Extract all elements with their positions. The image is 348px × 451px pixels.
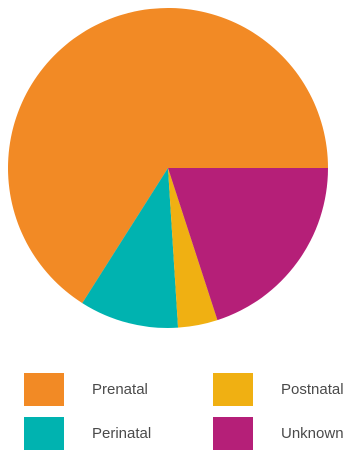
pie-slice-prenatal — [7, 7, 328, 304]
pie-slice-postnatal — [168, 168, 218, 328]
legend-item-postnatal: Postnatal — [213, 373, 344, 406]
legend-item-prenatal: Prenatal — [24, 373, 148, 406]
legend-swatch-prenatal — [24, 373, 64, 406]
legend-swatch-perinatal — [24, 417, 64, 450]
legend-swatch-unknown — [213, 417, 253, 450]
legend-label-prenatal: Prenatal — [92, 381, 148, 398]
legend-label-unknown: Unknown — [281, 425, 344, 442]
legend-swatch-postnatal — [213, 373, 253, 406]
pie-slice-unknown — [168, 168, 328, 321]
legend-label-perinatal: Perinatal — [92, 425, 152, 442]
legend-item-unknown: Unknown — [213, 417, 344, 450]
pie-slice-perinatal — [82, 168, 179, 328]
legend-label-postnatal: Postnatal — [281, 381, 344, 398]
pie-chart — [7, 7, 328, 328]
legend-item-perinatal: Perinatal — [24, 417, 151, 450]
